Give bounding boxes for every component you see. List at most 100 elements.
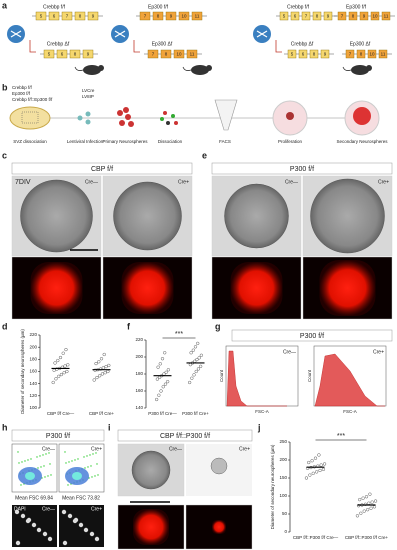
data-point: [317, 453, 321, 457]
arrow: [275, 40, 282, 53]
significance-label: ***: [337, 433, 345, 440]
construct-label: Crebbp Δf: [291, 41, 314, 47]
data-point: [313, 456, 318, 460]
construct-label: Ep300 Δf: [152, 41, 173, 47]
exon: [35, 11, 47, 21]
y-tick-label: 50: [282, 511, 288, 516]
condition-label: Cre+: [91, 446, 102, 452]
data-point: [310, 459, 314, 463]
y-axis-label: Diameter of secondary neurospheres (µm): [20, 329, 25, 414]
nucleus: [20, 513, 26, 519]
data-point: [196, 367, 201, 371]
exon: [87, 11, 99, 21]
data-point: [188, 380, 192, 385]
exon: [279, 11, 289, 21]
flow-event: [65, 462, 67, 464]
sphere: [113, 181, 182, 251]
exon-number: 5: [48, 51, 51, 56]
y-tick-label: 220: [29, 332, 37, 337]
flow-event: [68, 461, 70, 463]
data-point: [155, 397, 159, 402]
data-point: [97, 360, 101, 364]
nucleus: [42, 531, 48, 537]
y-tick-label: 200: [29, 344, 37, 349]
panel-label: b: [2, 82, 8, 92]
data-point: [304, 476, 309, 480]
data-point: [99, 357, 104, 361]
x-tick-label: CBP f/f::P300 f/f Cre—: [293, 535, 339, 540]
data-point: [199, 364, 203, 368]
flow-event: [36, 456, 38, 458]
mouse-icon: [342, 66, 352, 71]
condition-label: Cre+: [91, 506, 102, 512]
construct-label: Crebbp f/f: [287, 4, 310, 10]
y-tick-label: 180: [135, 371, 143, 376]
data-point: [308, 473, 312, 477]
exon-number: 8: [352, 13, 355, 18]
mouse-icon: [366, 65, 372, 71]
y-axis-label: Count: [307, 369, 312, 382]
step-label: Lentiviral Infection: [67, 139, 104, 144]
exon-number: 5: [40, 13, 43, 18]
flow-event: [87, 466, 89, 468]
exon: [61, 11, 73, 21]
data-point: [101, 366, 105, 370]
exon-number: 9: [363, 13, 366, 18]
step-label: Proliferation: [278, 139, 303, 144]
x-tick-label: CBP f/f Cre+: [89, 411, 115, 416]
y-tick-label: 140: [29, 381, 37, 386]
condition-label: Cre+: [373, 349, 384, 355]
y-tick-label: 120: [29, 393, 37, 398]
flow-event: [84, 467, 86, 469]
y-tick-label: 0: [284, 529, 287, 534]
exon: [178, 11, 190, 21]
flow-event: [17, 451, 19, 453]
scissor-icon: [10, 30, 22, 38]
sphere: [310, 178, 385, 254]
data-point: [362, 509, 366, 513]
panel-header: P300 f/f: [300, 333, 324, 340]
flow-event: [92, 453, 94, 455]
exon-number: 10: [369, 51, 375, 56]
exon-number: 9: [92, 13, 95, 18]
y-tick-label: 150: [279, 475, 287, 480]
scissor-icon: [256, 30, 268, 38]
condition-label: Cre—: [42, 446, 55, 452]
construct-label: Crebbp Δf: [47, 41, 70, 47]
exon-number: 7: [66, 13, 69, 18]
data-point: [62, 371, 66, 375]
exon: [43, 49, 55, 59]
flow-event: [90, 465, 92, 467]
y-axis-label: Diameter of secondary neurospheres (µm): [270, 444, 275, 529]
exon: [160, 49, 172, 59]
exon: [309, 49, 319, 59]
exon-number: 10: [176, 51, 182, 56]
y-tick-label: 160: [29, 369, 37, 374]
sphere: [131, 450, 171, 490]
exon-number: 11: [384, 13, 389, 18]
data-point: [63, 364, 67, 368]
panel-header: CBP f/f::P300 f/f: [160, 433, 210, 440]
data-point: [56, 358, 60, 363]
data-point: [61, 351, 65, 355]
mouse-icon: [191, 65, 209, 75]
construct-label: Ep300 Δf: [350, 41, 371, 47]
data-point: [373, 499, 378, 503]
data-point: [315, 470, 319, 474]
exon: [152, 11, 164, 21]
condition-label: Cre+: [178, 179, 189, 185]
construct-label: Crebbp f/f: [43, 4, 66, 10]
flow-cloud: [72, 472, 82, 480]
flow-event: [37, 467, 39, 469]
flow-event: [43, 465, 45, 467]
mouse-icon: [83, 65, 101, 75]
exon-number: 7: [341, 13, 344, 18]
fluor-sphere: [319, 260, 376, 316]
data-point: [364, 495, 369, 499]
scissor-icon: [114, 30, 126, 38]
fluor-sphere: [30, 262, 83, 314]
genotype-label: Ep300 f/f: [12, 91, 31, 96]
nucleus: [78, 522, 84, 528]
flow-event: [21, 461, 23, 463]
